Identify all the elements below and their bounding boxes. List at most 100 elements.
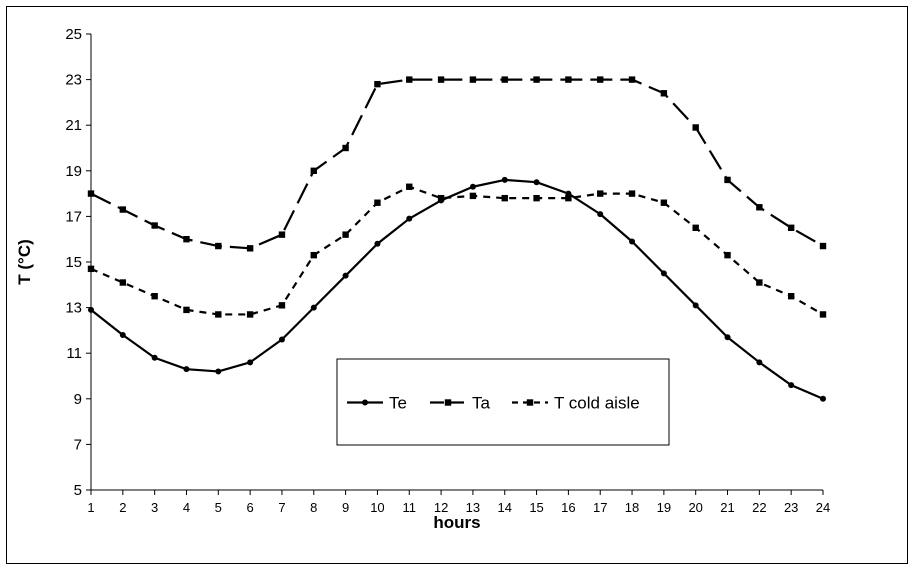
data-point [819,311,827,318]
data-point [278,336,285,343]
data-point [756,359,763,366]
data-point [278,231,286,238]
series-t-cold-aisle [87,183,827,318]
x-tick-label: 16 [561,500,575,515]
x-tick-label: 24 [816,500,830,515]
legend-item: Ta [430,394,491,413]
data-point [628,76,636,83]
x-tick-label: 17 [593,500,607,515]
data-point [469,192,477,200]
y-tick-label: 7 [74,436,82,453]
data-point [310,251,317,259]
x-tick-label: 21 [720,500,734,515]
legend-swatch-marker [526,399,534,406]
x-tick-label: 7 [278,500,285,515]
data-point [533,194,540,202]
x-tick-label: 3 [151,500,158,515]
y-tick-label: 13 [65,300,82,317]
data-point [151,354,158,361]
data-point [183,306,190,314]
data-point [692,224,699,231]
x-tick-label: 10 [370,500,384,515]
legend: Te Ta T cold aisle [336,358,670,446]
y-tick-label: 21 [65,117,82,134]
data-point [215,368,222,375]
data-point [660,270,667,277]
legend-label: T cold aisle [554,394,640,413]
x-axis-title: hours [433,513,480,532]
data-point [597,190,604,197]
data-point [215,242,222,250]
data-point [724,251,731,259]
legend-box [336,358,670,446]
data-point [119,331,126,338]
x-tick-label: 6 [247,500,254,515]
data-point [151,293,158,300]
legend-swatch-marker [362,399,368,406]
data-point [692,124,699,131]
data-point [724,334,731,341]
data-point [183,366,190,373]
x-tick-label: 2 [119,500,126,515]
series-line [90,185,824,316]
data-point [342,272,349,279]
y-tick-label: 17 [65,208,82,225]
data-point [756,204,763,211]
data-point [374,80,381,88]
x-tick-label: 1 [87,500,94,515]
data-point [628,190,636,197]
data-point [151,222,158,229]
data-point [787,293,795,300]
series-line [90,78,824,250]
data-point [310,304,317,311]
x-tick-label: 19 [657,500,671,515]
x-tick-label: 20 [688,500,702,515]
data-point [87,190,95,197]
data-point [342,144,349,152]
data-point [533,179,540,186]
data-point [119,279,127,286]
data-point [469,76,477,83]
series-line [90,178,824,400]
data-point [119,206,127,213]
legend-label: Ta [472,394,491,413]
y-tick-label: 19 [65,163,82,180]
legend-label: Te [389,394,407,413]
x-tick-label: 23 [784,500,798,515]
data-point [278,302,286,309]
x-tick-label: 9 [342,500,349,515]
data-point [406,183,413,190]
x-tick-label: 5 [215,500,222,515]
data-point [183,236,190,243]
x-tick-label: 4 [183,500,190,515]
data-point [597,76,604,83]
x-tick-label: 12 [434,500,448,515]
y-tick-label: 25 [65,26,82,43]
data-point [724,176,731,184]
series-layer [87,76,827,402]
data-point [787,224,795,231]
data-point [406,215,413,222]
data-point [88,306,94,313]
series-ta [87,76,827,252]
data-point [501,176,508,183]
data-point [437,76,445,83]
data-point [819,242,827,250]
data-point [660,90,668,97]
x-tick-label: 22 [752,500,766,515]
data-point [629,238,636,245]
data-point [756,279,763,286]
y-axis-title: T (°C) [15,239,34,285]
data-point [501,76,508,83]
y-tick-label: 9 [74,391,82,408]
x-tick-label: 11 [403,500,417,515]
x-tick-label: 8 [310,500,317,515]
data-point [820,395,826,402]
data-point [247,359,254,366]
data-point [374,199,381,206]
data-point [374,240,381,247]
data-point [437,194,445,202]
data-point [342,231,349,238]
